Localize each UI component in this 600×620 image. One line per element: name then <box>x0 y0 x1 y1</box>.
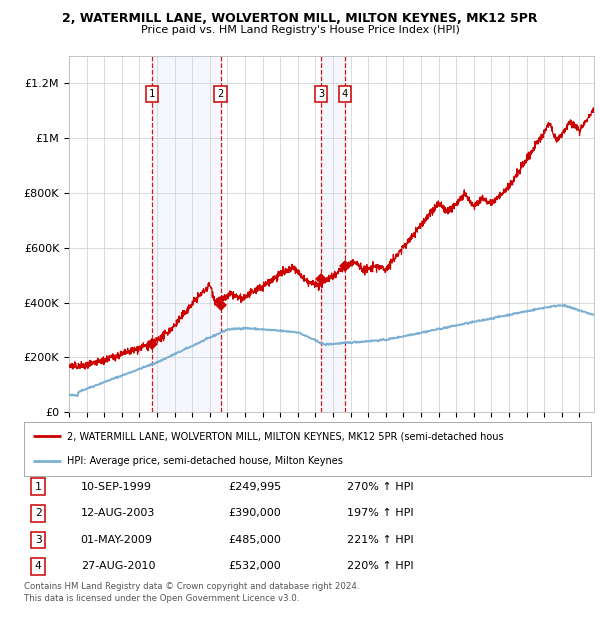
Text: 4: 4 <box>341 89 348 99</box>
Text: £390,000: £390,000 <box>228 508 281 518</box>
Text: £249,995: £249,995 <box>228 482 281 492</box>
Text: 10-SEP-1999: 10-SEP-1999 <box>80 482 152 492</box>
Text: 27-AUG-2010: 27-AUG-2010 <box>80 562 155 572</box>
Text: 01-MAY-2009: 01-MAY-2009 <box>80 535 152 545</box>
Bar <box>321 56 344 412</box>
Text: 12-AUG-2003: 12-AUG-2003 <box>80 508 155 518</box>
Text: 197% ↑ HPI: 197% ↑ HPI <box>347 508 414 518</box>
Text: £532,000: £532,000 <box>228 562 281 572</box>
Text: 2, WATERMILL LANE, WOLVERTON MILL, MILTON KEYNES, MK12 5PR: 2, WATERMILL LANE, WOLVERTON MILL, MILTO… <box>62 12 538 25</box>
Text: 220% ↑ HPI: 220% ↑ HPI <box>347 562 414 572</box>
Text: 270% ↑ HPI: 270% ↑ HPI <box>347 482 414 492</box>
Text: 3: 3 <box>318 89 325 99</box>
Text: Price paid vs. HM Land Registry's House Price Index (HPI): Price paid vs. HM Land Registry's House … <box>140 25 460 35</box>
Text: HPI: Average price, semi-detached house, Milton Keynes: HPI: Average price, semi-detached house,… <box>67 456 343 466</box>
Text: £485,000: £485,000 <box>228 535 281 545</box>
Text: 2: 2 <box>35 508 41 518</box>
Text: 4: 4 <box>35 562 41 572</box>
Text: 221% ↑ HPI: 221% ↑ HPI <box>347 535 414 545</box>
Text: This data is licensed under the Open Government Licence v3.0.: This data is licensed under the Open Gov… <box>24 595 299 603</box>
Text: 1: 1 <box>35 482 41 492</box>
Text: 1: 1 <box>148 89 155 99</box>
Text: 2: 2 <box>217 89 224 99</box>
Bar <box>152 56 221 412</box>
Text: Contains HM Land Registry data © Crown copyright and database right 2024.: Contains HM Land Registry data © Crown c… <box>24 582 359 591</box>
Text: 3: 3 <box>35 535 41 545</box>
Text: 2, WATERMILL LANE, WOLVERTON MILL, MILTON KEYNES, MK12 5PR (semi-detached hous: 2, WATERMILL LANE, WOLVERTON MILL, MILTO… <box>67 432 503 441</box>
